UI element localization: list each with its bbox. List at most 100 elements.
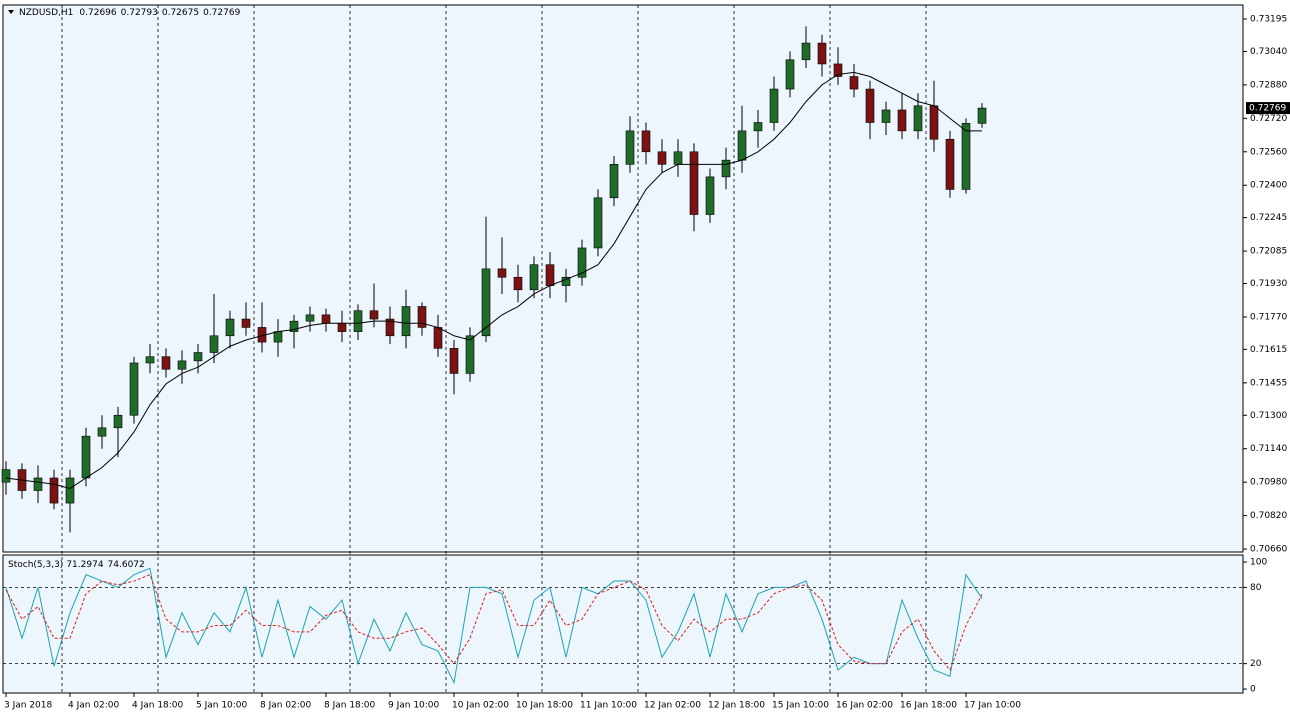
candle-body (641, 130, 651, 153)
x-tick-label: 16 Jan 18:00 (900, 701, 957, 711)
candle-body (321, 314, 331, 324)
low-value: 0.72675 (162, 8, 199, 18)
candle-body (865, 88, 875, 123)
x-tick-label: 3 Jan 2018 (4, 701, 52, 711)
candle-body (945, 138, 955, 190)
y-tick-label: 0.72400 (1250, 181, 1287, 191)
candle-body (625, 130, 635, 165)
open-value: 0.72696 (79, 8, 116, 18)
moving-average (5, 71, 982, 489)
candle-body (209, 335, 219, 353)
candle-body (401, 306, 411, 337)
candle-body (385, 318, 395, 337)
y-tick-label: 0.72720 (1250, 114, 1287, 124)
x-tick-label: 10 Jan 02:00 (452, 701, 509, 711)
candle-body (289, 320, 299, 332)
y-tick-label: 0.71930 (1250, 279, 1287, 289)
y-tick-label: 0.70660 (1250, 545, 1287, 555)
plot (1, 26, 987, 685)
candle-body (737, 130, 747, 161)
candle-body (449, 348, 459, 374)
candle-body (193, 352, 203, 362)
candle-body (577, 247, 587, 278)
candle-body (481, 268, 491, 337)
candle-body (129, 362, 139, 416)
x-tick-label: 5 Jan 10:00 (196, 701, 248, 711)
current-price-label: 0.72769 (1249, 104, 1286, 114)
candle-body (593, 197, 603, 249)
candle-body (673, 151, 683, 165)
candle-body (369, 310, 379, 320)
candle-body (113, 414, 123, 429)
candle-body (705, 176, 715, 215)
candle-body (929, 105, 939, 140)
candle-body (305, 314, 315, 322)
stoch-line (5, 567, 983, 685)
candle-body (145, 356, 155, 364)
candle-body (769, 88, 779, 123)
x-tick-label: 16 Jan 02:00 (836, 701, 893, 711)
x-tick-label: 10 Jan 18:00 (516, 701, 573, 711)
candle-body (545, 264, 555, 286)
candle-body (849, 76, 859, 90)
x-tick-label: 4 Jan 18:00 (132, 701, 184, 711)
chart-header: NZDUSD,H1 0.72696 0.72793 0.72675 0.72769 (19, 8, 241, 18)
close-value: 0.72769 (203, 8, 240, 18)
y-tick-label: 0.71615 (1250, 345, 1287, 355)
x-tick-label: 17 Jan 10:00 (964, 701, 1021, 711)
candle-body (801, 42, 811, 61)
candle-body (753, 122, 763, 132)
candle-body (689, 151, 699, 215)
y-tick-label: 0.70820 (1250, 511, 1287, 521)
candle-body (241, 318, 251, 328)
y-tick-label: 80 (1250, 583, 1262, 593)
y-tick-label: 0.71455 (1250, 378, 1287, 388)
y-tick-label: 0.72085 (1250, 247, 1287, 257)
y-tick-label: 20 (1250, 659, 1262, 669)
stoch-main-value: 71.2974 (66, 560, 103, 570)
candle-body (353, 310, 363, 332)
candle-body (33, 477, 43, 491)
candle-body (897, 109, 907, 132)
stoch-line (5, 574, 983, 671)
x-tick-label: 4 Jan 02:00 (68, 701, 120, 711)
candle-body (1, 469, 11, 483)
candle-body (81, 435, 91, 479)
x-tick-label: 8 Jan 18:00 (324, 701, 376, 711)
x-tick-label: 15 Jan 10:00 (772, 701, 829, 711)
candle-body (817, 42, 827, 65)
y-tick-label: 0.72880 (1250, 80, 1287, 90)
candle-body (881, 109, 891, 123)
candle-body (721, 159, 731, 178)
candle-body (785, 59, 795, 90)
stoch-title: Stoch(5,3,3) (8, 560, 63, 570)
y-tick-label: 0.73195 (1250, 15, 1287, 25)
stoch-signal-value: 74.6072 (108, 560, 145, 570)
candle-body (513, 276, 523, 291)
candle-body (177, 360, 187, 370)
y-tick-label: 0.71770 (1250, 312, 1287, 322)
y-tick-label: 0.72560 (1250, 147, 1287, 157)
candle-body (657, 151, 667, 165)
candle-body (977, 107, 987, 124)
symbol: NZDUSD,H1 (19, 8, 73, 18)
candle-body (337, 322, 347, 332)
candle-body (161, 356, 171, 370)
price-label-box (1246, 102, 1290, 115)
candle-body (833, 63, 843, 77)
candle-body (961, 123, 971, 190)
stoch-header: Stoch(5,3,3) 71.2974 74.6072 (8, 560, 145, 570)
candle-body (529, 264, 539, 291)
candle-body (609, 164, 619, 199)
candle-body (433, 327, 443, 349)
candle-body (465, 335, 475, 374)
candle-body (49, 477, 59, 504)
y-tick-label: 0.70980 (1250, 478, 1287, 488)
x-tick-label: 12 Jan 18:00 (708, 701, 765, 711)
candle-body (417, 306, 427, 328)
x-tick-label: 9 Jan 10:00 (388, 701, 440, 711)
menu-arrow (8, 10, 14, 14)
candle-body (497, 268, 507, 278)
stoch-pane (2, 554, 1244, 694)
x-tick-label: 11 Jan 10:00 (580, 701, 637, 711)
